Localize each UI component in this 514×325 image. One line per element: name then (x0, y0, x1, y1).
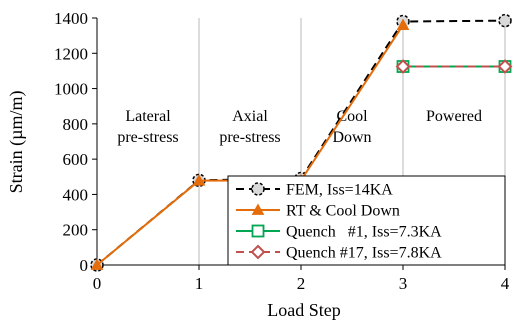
legend-box (227, 175, 506, 266)
x-tick-label-3: 3 (399, 274, 408, 293)
legend-label-3: Quench #1, Iss=7.3KA (286, 224, 442, 241)
series-4-point-2 (497, 59, 513, 74)
legend-marker-2 (251, 203, 265, 215)
y-tick-label-1200: 1200 (54, 44, 88, 63)
series-2-point-2 (192, 174, 206, 186)
region-labels: Lateral pre-stress Axial pre-stress Cool Down… (117, 108, 482, 146)
region-label-3-line-1: Cool (336, 108, 368, 125)
x-tick-label-2: 2 (297, 274, 306, 293)
y-tick-label-400: 400 (63, 185, 89, 204)
legend-marker-1 (251, 182, 265, 196)
region-label-2-line-2: pre-stress (219, 129, 280, 146)
y-axis-title: Strain (µm/m) (6, 91, 27, 194)
legend-label-2: RT & Cool Down (286, 203, 400, 220)
legend-marker-3 (251, 224, 265, 238)
x-tick-label-1: 1 (195, 274, 204, 293)
x-axis-title: Load Step (267, 300, 341, 320)
region-label-1-line-1: Lateral (125, 108, 171, 125)
y-tick-label-1400: 1400 (54, 9, 88, 28)
legend-label-1: FEM, Iss=14KA (286, 182, 393, 199)
y-tick-label-1000: 1000 (54, 80, 88, 99)
y-tick-label-0: 0 (80, 256, 89, 275)
region-label-3-line-2: Down (332, 129, 371, 146)
y-tick-label-800: 800 (63, 115, 89, 134)
region-label-1-line-2: pre-stress (117, 129, 178, 146)
y-tick-label-600: 600 (63, 150, 89, 169)
series-2-point-4 (396, 18, 410, 30)
region-label-4-line-1: Powered (426, 108, 482, 125)
legend-label-4: Quench #17, Iss=7.8KA (286, 245, 442, 262)
series-4-point-1 (395, 59, 411, 74)
x-tick-label-4: 4 (501, 274, 510, 293)
legend-marker-4 (250, 244, 266, 260)
y-tick-label-200: 200 (63, 221, 89, 240)
series-2-point-1 (90, 258, 104, 270)
legend: FEM, Iss=14KA RT & Cool Down Quench #1, Is… (227, 175, 506, 266)
region-label-2-line-1: Axial (232, 108, 268, 125)
series-1-point-5 (498, 13, 512, 28)
x-tick-label-0: 0 (93, 274, 102, 293)
